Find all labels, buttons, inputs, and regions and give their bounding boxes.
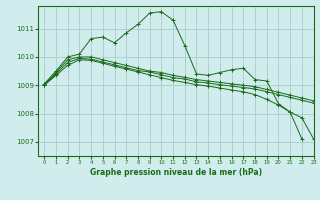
X-axis label: Graphe pression niveau de la mer (hPa): Graphe pression niveau de la mer (hPa) <box>90 168 262 177</box>
